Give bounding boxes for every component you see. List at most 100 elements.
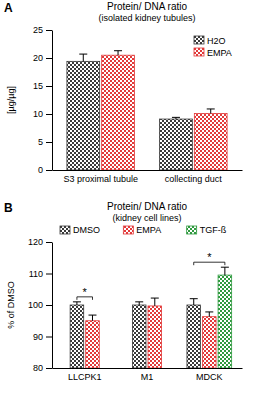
x-tick-label: LLCPK1	[68, 372, 102, 382]
panel-label: B	[4, 201, 13, 215]
y-tick-label: 10	[33, 109, 43, 119]
y-axis: 0 5 10 15 20 25	[33, 25, 53, 175]
x-tick-label: S3 proximal tubule	[63, 174, 138, 184]
error-bar	[73, 302, 81, 305]
y-tick-label: 20	[33, 53, 43, 63]
y-tick: 0	[38, 165, 52, 175]
y-tick-label: 90	[33, 332, 43, 342]
y-tick-label: 15	[33, 81, 43, 91]
bar	[160, 119, 193, 170]
error-bar	[172, 117, 180, 119]
y-tick-mark	[46, 242, 52, 243]
error-bar	[151, 298, 159, 306]
error-bar	[207, 109, 215, 113]
subtitle: (isolated kidney tubules)	[98, 13, 195, 23]
y-axis: 80 90 100 110 120	[28, 237, 53, 373]
y-axis-line	[52, 243, 53, 369]
title: Protein/ DNA ratio	[107, 201, 187, 212]
y-tick-label: 100	[28, 300, 43, 310]
bar	[70, 305, 84, 368]
bar	[86, 321, 100, 368]
x-tick: M1	[141, 368, 154, 382]
legend-label: TGF-ß	[200, 225, 227, 235]
annotation: *	[83, 286, 88, 298]
x-tick: MDCK	[196, 368, 223, 382]
x-tick-label: MDCK	[196, 372, 223, 382]
y-tick-label: 80	[33, 363, 43, 373]
legend-label: EMPA	[207, 48, 232, 58]
legend: H2O EMPA	[194, 36, 232, 58]
y-tick-label: 5	[38, 137, 43, 147]
bar	[187, 305, 201, 368]
y-tick-mark	[46, 170, 52, 171]
x-axis: LLCPK1 M1 MDCK	[53, 368, 243, 382]
error-bar	[190, 299, 198, 305]
subtitle: (kidney cell lines)	[112, 213, 181, 223]
y-tick: 80	[33, 363, 52, 373]
error-bar	[114, 51, 122, 55]
y-tick-mark	[46, 368, 52, 369]
y-tick-label: 0	[38, 165, 43, 175]
legend: DMSO EMPA TGF-ß	[60, 225, 227, 235]
plot-area	[67, 51, 227, 170]
legend-swatch	[60, 226, 70, 234]
panel: A Protein/ DNA ratio(isolated kidney tubu…	[4, 1, 243, 184]
bar	[102, 55, 135, 170]
y-tick-label: 25	[33, 25, 43, 35]
bar	[67, 61, 100, 170]
y-tick-mark	[46, 305, 52, 306]
x-tick-label: M1	[141, 372, 154, 382]
figure: AProtein/ DNA ratio(isolated kidney tubu…	[0, 0, 271, 400]
annotation: *	[207, 251, 212, 263]
y-tick: 90	[33, 332, 52, 342]
legend-label: EMPA	[136, 225, 161, 235]
y-tick: 120	[28, 237, 52, 247]
y-tick: 25	[33, 25, 52, 35]
y-tick: 5	[38, 137, 52, 147]
x-tick: collecting duct	[165, 170, 223, 184]
legend-swatch	[194, 36, 204, 44]
y-axis-label: [µg/µg]	[6, 86, 16, 114]
y-tick: 100	[28, 300, 52, 310]
y-tick-label: 120	[28, 237, 43, 247]
panel-label: A	[4, 1, 13, 15]
error-bar	[135, 302, 143, 305]
bar	[194, 113, 227, 170]
legend-label: DMSO	[73, 225, 100, 235]
y-tick: 10	[33, 109, 52, 119]
x-tick: LLCPK1	[68, 368, 102, 382]
error-bar	[221, 267, 229, 275]
y-axis-label: % of DMSO	[6, 281, 16, 329]
legend-swatch	[123, 226, 133, 234]
y-tick-mark	[46, 114, 52, 115]
bar	[148, 306, 162, 368]
title: Protein/ DNA ratio	[107, 1, 187, 12]
y-axis-line	[52, 31, 53, 171]
y-tick: 15	[33, 81, 52, 91]
panel: B Protein/ DNA ratio(kidney cell lines) % …	[4, 201, 243, 382]
y-tick-mark	[46, 86, 52, 87]
y-tick: 110	[29, 269, 52, 279]
bar	[132, 305, 146, 368]
x-axis-line	[53, 170, 243, 171]
plot-area	[70, 267, 232, 368]
y-tick: 20	[33, 53, 52, 63]
legend-label: H2O	[207, 36, 226, 46]
error-bar	[79, 54, 87, 61]
x-tick: S3 proximal tubule	[63, 170, 138, 184]
error-bar	[205, 312, 213, 317]
y-tick-mark	[46, 58, 52, 59]
bar	[218, 275, 232, 368]
y-tick-mark	[46, 337, 52, 338]
x-axis-line	[53, 368, 243, 369]
y-tick-label: 110	[29, 269, 43, 279]
y-tick-mark	[46, 274, 52, 275]
bar	[203, 317, 217, 368]
x-tick-label: collecting duct	[165, 174, 223, 184]
y-tick-mark	[46, 142, 52, 143]
y-tick-mark	[46, 30, 52, 31]
x-axis: S3 proximal tubule collecting duct	[53, 170, 243, 184]
legend-swatch	[194, 48, 204, 56]
legend-swatch	[187, 226, 197, 234]
error-bar	[88, 315, 96, 321]
